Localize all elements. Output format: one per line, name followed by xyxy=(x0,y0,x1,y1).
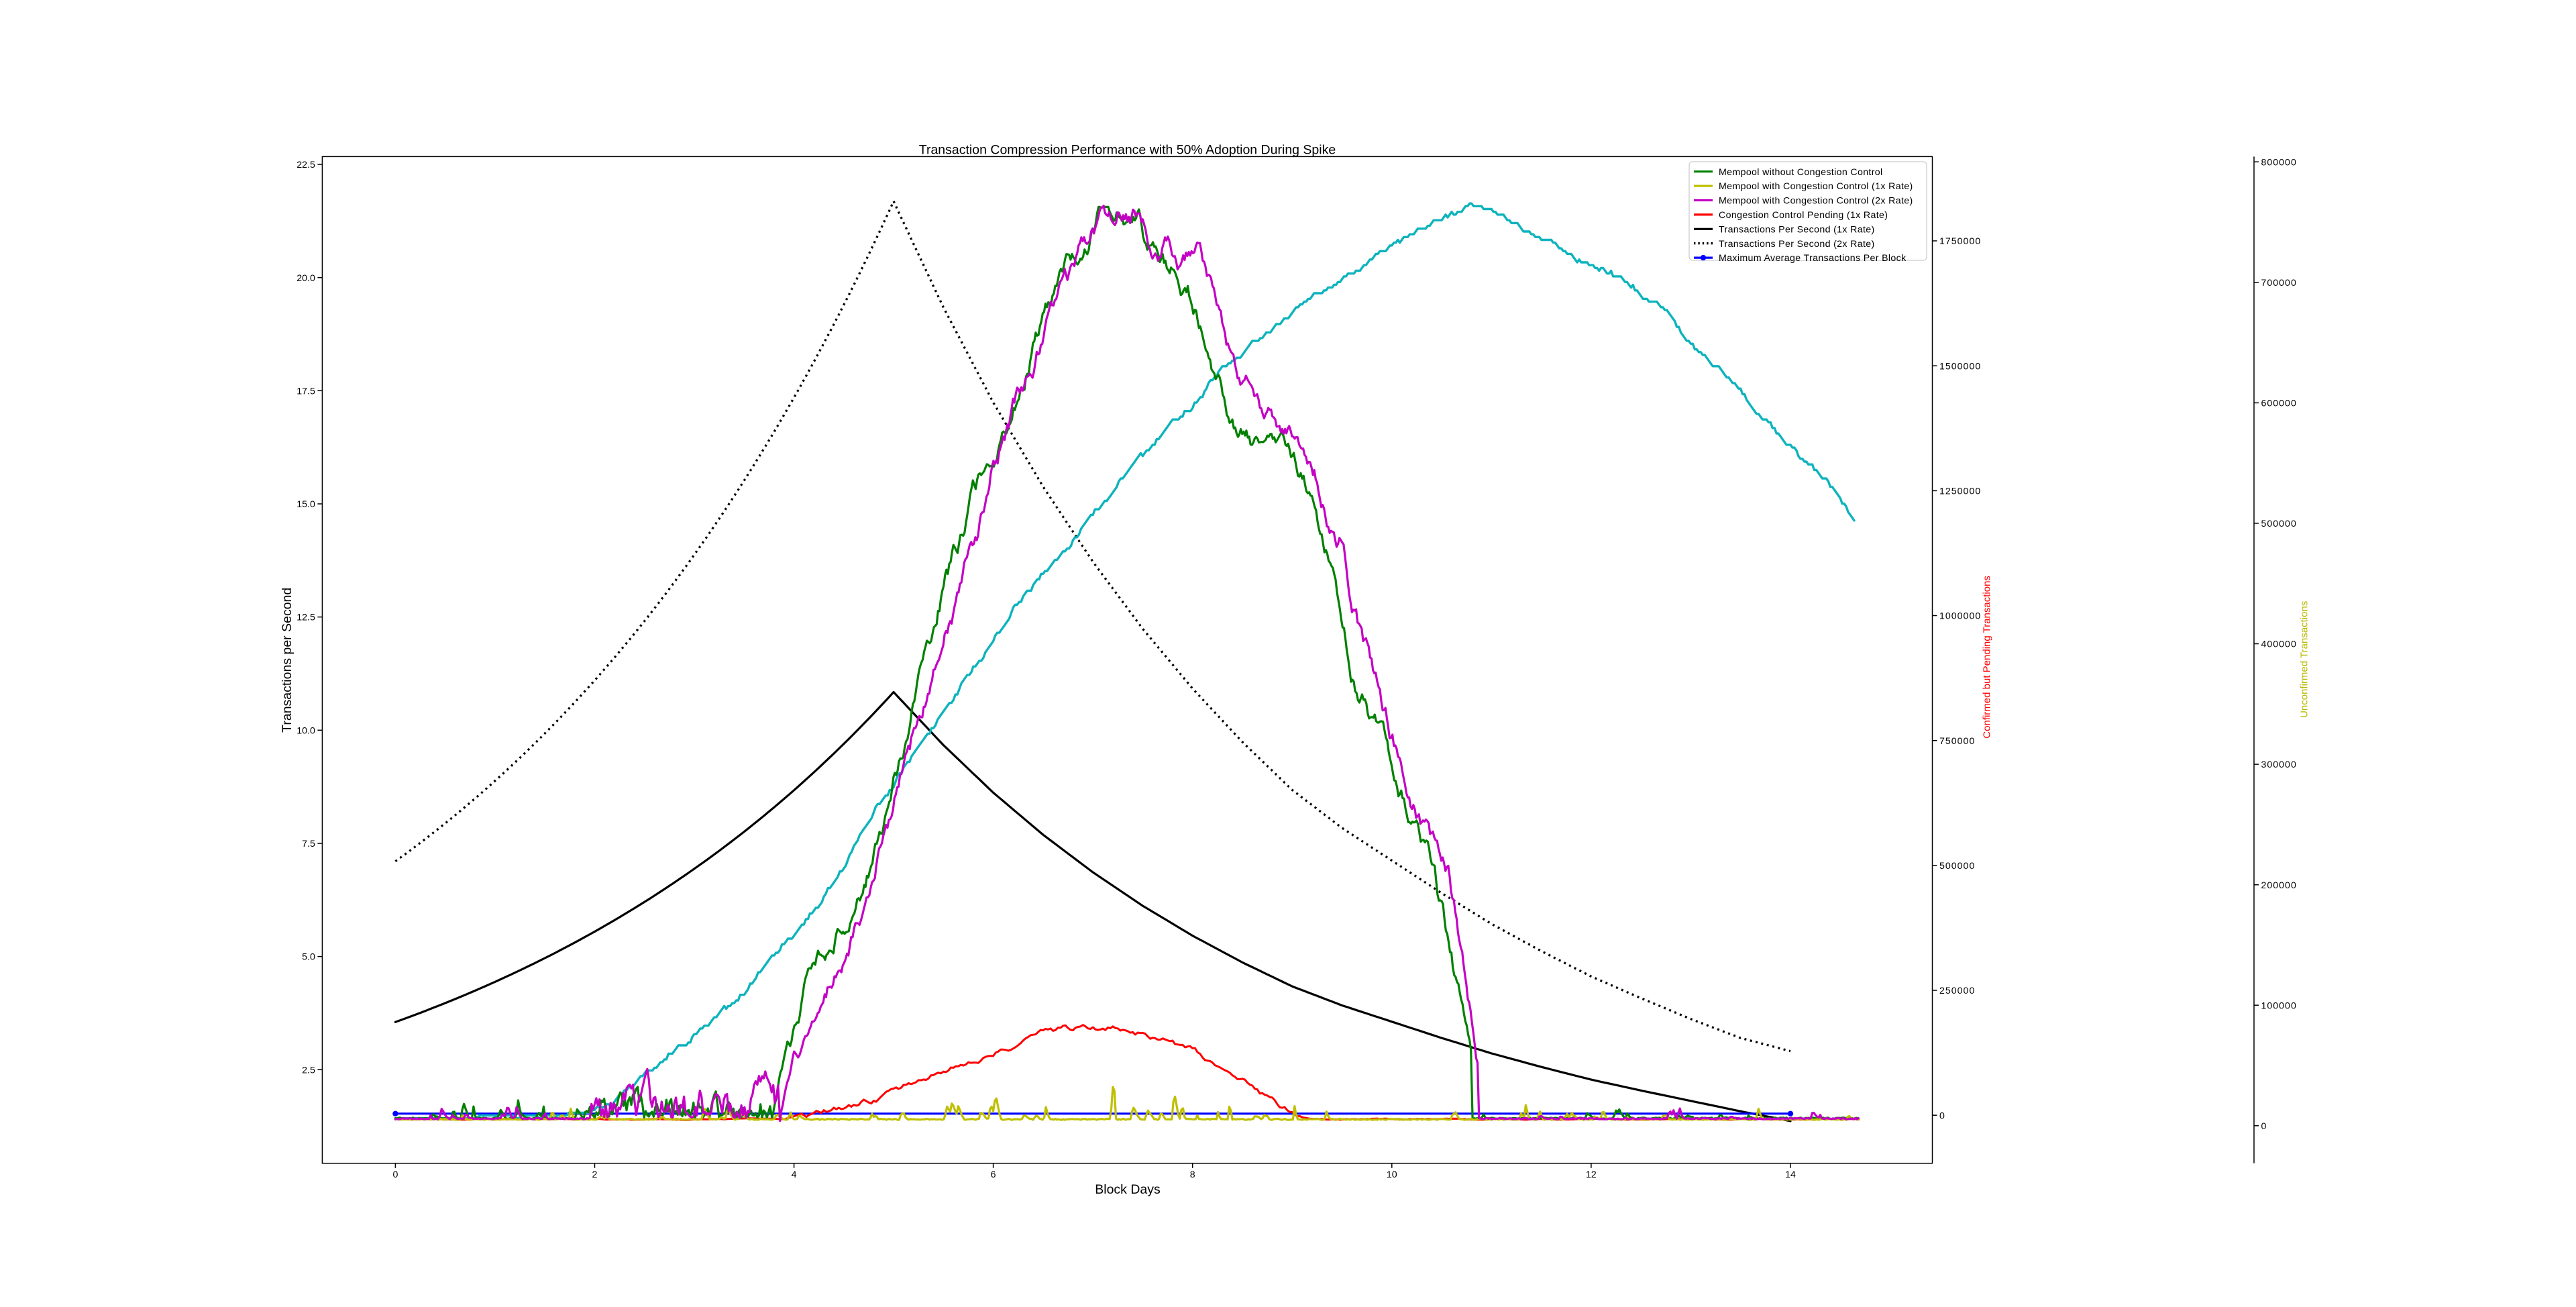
svg-text:Transaction Compression Perfor: Transaction Compression Performance with… xyxy=(919,143,1336,158)
svg-text:Mempool with Congestion Contro: Mempool with Congestion Control (1x Rate… xyxy=(1719,181,1913,192)
svg-text:0: 0 xyxy=(2261,1121,2267,1132)
svg-text:700000: 700000 xyxy=(2261,278,2297,289)
svg-text:12: 12 xyxy=(1586,1169,1597,1180)
svg-text:6: 6 xyxy=(991,1169,996,1180)
svg-text:1750000: 1750000 xyxy=(1939,236,1981,247)
svg-text:Maximum Average Transactions P: Maximum Average Transactions Per Block xyxy=(1719,253,1907,264)
svg-text:Confirmed but Pending Transact: Confirmed but Pending Transactions xyxy=(1981,576,1992,739)
svg-text:17.5: 17.5 xyxy=(297,386,315,397)
svg-text:Transactions Per Second (2x Ra: Transactions Per Second (2x Rate) xyxy=(1719,239,1875,250)
svg-text:14: 14 xyxy=(1785,1169,1796,1180)
svg-text:5.0: 5.0 xyxy=(302,952,315,963)
svg-text:Transactions per Second: Transactions per Second xyxy=(280,588,294,733)
svg-text:8: 8 xyxy=(1190,1169,1195,1180)
svg-text:500000: 500000 xyxy=(2261,519,2297,529)
svg-text:22.5: 22.5 xyxy=(297,160,315,170)
svg-text:1250000: 1250000 xyxy=(1939,486,1981,497)
svg-text:Congestion Control Pending (1x: Congestion Control Pending (1x Rate) xyxy=(1719,210,1888,221)
svg-text:1000000: 1000000 xyxy=(1939,611,1981,622)
svg-text:250000: 250000 xyxy=(1939,986,1975,996)
svg-text:10.0: 10.0 xyxy=(297,725,315,736)
svg-text:100000: 100000 xyxy=(2261,1000,2297,1011)
svg-text:400000: 400000 xyxy=(2261,639,2297,650)
svg-text:0: 0 xyxy=(1939,1110,1945,1121)
svg-text:15.0: 15.0 xyxy=(297,499,315,510)
svg-text:0: 0 xyxy=(392,1169,398,1180)
svg-text:4: 4 xyxy=(792,1169,797,1180)
svg-text:750000: 750000 xyxy=(1939,736,1975,747)
svg-text:1500000: 1500000 xyxy=(1939,361,1981,372)
svg-text:800000: 800000 xyxy=(2261,157,2297,168)
svg-text:Mempool without Congestion Con: Mempool without Congestion Control xyxy=(1719,167,1883,178)
svg-text:Transactions Per Second (1x Ra: Transactions Per Second (1x Rate) xyxy=(1719,224,1875,235)
svg-text:600000: 600000 xyxy=(2261,399,2297,409)
svg-text:7.5: 7.5 xyxy=(302,839,315,849)
svg-text:Block Days: Block Days xyxy=(1095,1182,1161,1197)
svg-text:200000: 200000 xyxy=(2261,880,2297,891)
svg-text:Mempool with Congestion Contro: Mempool with Congestion Control (2x Rate… xyxy=(1719,196,1913,207)
svg-text:Unconfirmed Transactions: Unconfirmed Transactions xyxy=(2299,601,2310,718)
svg-text:12.5: 12.5 xyxy=(297,613,315,623)
svg-text:20.0: 20.0 xyxy=(297,273,315,284)
svg-text:500000: 500000 xyxy=(1939,861,1975,872)
svg-text:300000: 300000 xyxy=(2261,760,2297,770)
svg-text:10: 10 xyxy=(1387,1169,1397,1180)
svg-text:2: 2 xyxy=(592,1169,598,1180)
svg-text:2.5: 2.5 xyxy=(302,1065,315,1076)
